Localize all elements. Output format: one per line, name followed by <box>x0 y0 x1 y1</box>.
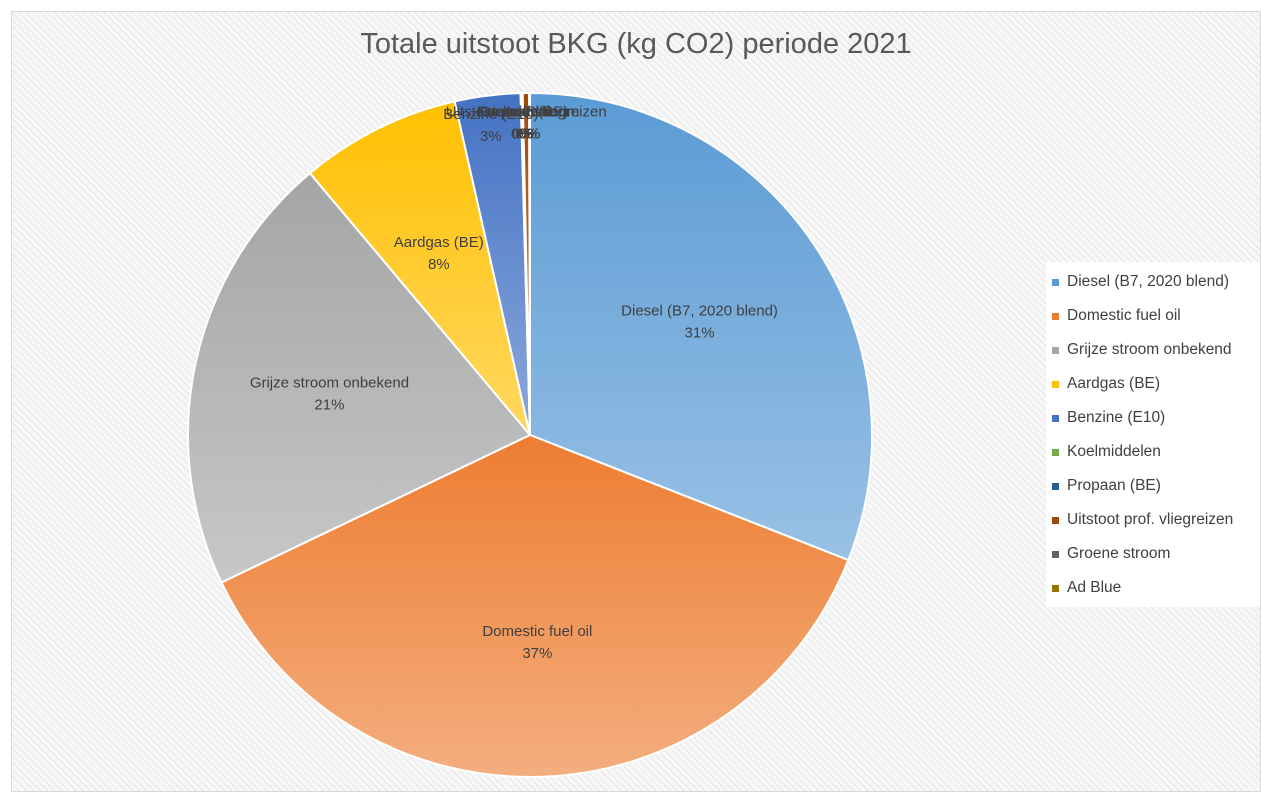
data-label-name-benzine-e10: Benzine (E10) <box>443 106 538 123</box>
legend-item-grijze-stroom-onbekend: Grijze stroom onbekend <box>1046 333 1260 367</box>
legend-label: Uitstoot prof. vliegreizen <box>1067 511 1234 528</box>
data-label-percent-aardgas-be: 8% <box>428 256 450 273</box>
data-label-name-diesel-b7-2020-blend: Diesel (B7, 2020 blend) <box>621 302 778 319</box>
legend-item-propaan-be: Propaan (BE) <box>1046 469 1260 503</box>
pie-chart: Diesel (B7, 2020 blend) 31% Domestic fuel … <box>187 91 873 778</box>
pie-slice-grijze-stroom-onbekend <box>187 171 532 584</box>
data-label-percent-koelmiddelen: 0% <box>511 125 533 142</box>
legend-label: Ad Blue <box>1067 579 1122 596</box>
legend-item-domestic-fuel-oil: Domestic fuel oil <box>1046 299 1260 333</box>
data-label-percent-groene-stroom: 0% <box>519 125 541 142</box>
data-label-percent-domestic-fuel-oil: 37% <box>522 645 552 662</box>
legend-label: Groene stroom <box>1067 545 1171 562</box>
pie-slice-diesel-b7-2020-blend <box>529 91 873 562</box>
legend-label: Koelmiddelen <box>1067 443 1161 460</box>
legend-label: Benzine (E10) <box>1067 409 1166 426</box>
legend-item-diesel-b7-2020-blend: Diesel (B7, 2020 blend) <box>1046 265 1260 299</box>
legend-item-ad-blue: Ad Blue <box>1046 571 1260 605</box>
legend-label: Propaan (BE) <box>1067 477 1161 494</box>
data-label-name-aardgas-be: Aardgas (BE) <box>394 234 484 251</box>
legend-item-groene-stroom: Groene stroom <box>1046 537 1260 571</box>
legend-swatch <box>1052 584 1059 592</box>
legend-swatch <box>1052 414 1059 422</box>
pie-slice-aardgas-be <box>308 100 531 436</box>
chart-title: Totale uitstoot BKG (kg CO2) periode 202… <box>360 28 912 60</box>
data-label-name-uitstoot-prof-vliegreizen: Uitstoot prof. vliegreizen <box>446 103 607 120</box>
chart-area: Totale uitstoot BKG (kg CO2) periode 202… <box>11 11 1261 792</box>
data-label-name-groene-stroom: Groene stroom <box>479 103 579 120</box>
legend-swatch <box>1052 448 1059 456</box>
legend: Diesel (B7, 2020 blend) Domestic fuel oil… <box>1046 262 1260 607</box>
data-label-percent-diesel-b7-2020-blend: 31% <box>685 324 715 341</box>
legend-label: Aardgas (BE) <box>1067 375 1161 392</box>
legend-label: Diesel (B7, 2020 blend) <box>1067 273 1229 290</box>
data-label-percent-propaan-be: 0% <box>512 125 534 142</box>
data-label-name-propaan-be: Propaan (BE) <box>477 103 568 120</box>
legend-swatch <box>1052 312 1059 320</box>
legend-item-koelmiddelen: Koelmiddelen <box>1046 435 1260 469</box>
legend-swatch <box>1052 380 1059 388</box>
data-label-name-koelmiddelen: Koelmiddelen <box>476 103 567 120</box>
data-label-name-ad-blue: Ad Blue <box>504 103 557 120</box>
data-label-percent-uitstoot-prof-vliegreizen: 0% <box>515 125 537 142</box>
data-label-percent-ad-blue: 0% <box>519 125 541 142</box>
pie-slice-domestic-fuel-oil <box>220 433 850 778</box>
data-label-name-grijze-stroom-onbekend: Grijze stroom onbekend <box>250 375 409 392</box>
data-label-percent-benzine-e10: 3% <box>480 128 502 145</box>
data-label-percent-grijze-stroom-onbekend: 21% <box>314 397 344 414</box>
legend-swatch <box>1052 482 1059 490</box>
legend-swatch <box>1052 278 1059 286</box>
legend-label: Domestic fuel oil <box>1067 307 1181 324</box>
legend-label: Grijze stroom onbekend <box>1067 341 1232 358</box>
legend-item-aardgas-be: Aardgas (BE) <box>1046 367 1260 401</box>
legend-swatch <box>1052 346 1059 354</box>
legend-item-uitstoot-prof-vliegreizen: Uitstoot prof. vliegreizen <box>1046 503 1260 537</box>
legend-swatch <box>1052 516 1059 524</box>
legend-swatch <box>1052 550 1059 558</box>
legend-item-benzine-e10: Benzine (E10) <box>1046 401 1260 435</box>
data-label-name-domestic-fuel-oil: Domestic fuel oil <box>482 623 592 640</box>
